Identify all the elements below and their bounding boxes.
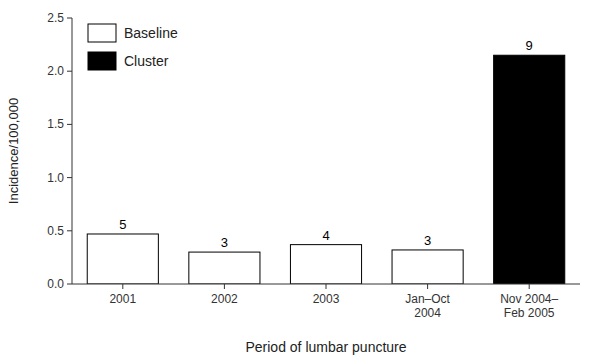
x-tick-label-line: Jan–Oct (405, 292, 450, 306)
y-tick-label: 1.5 (47, 117, 64, 131)
y-tick (67, 177, 72, 178)
y-tick (67, 124, 72, 125)
chart-container: 5 3 4 3 9 0.0 0.5 1.0 1.5 2.0 2.5 2001 2002 2003 Jan–O… (0, 0, 600, 362)
y-tick-label: 1.0 (47, 171, 64, 185)
case-count-label: 3 (424, 233, 431, 248)
y-tick (67, 284, 72, 285)
x-tick (427, 284, 428, 289)
legend-label: Cluster (124, 53, 169, 69)
bars (87, 55, 565, 284)
x-tick-label: Nov 2004–Feb 2005 (500, 292, 558, 320)
x-tick-label: 2001 (109, 292, 136, 306)
bar (494, 55, 565, 284)
case-count-label: 3 (221, 235, 228, 250)
y-tick (67, 71, 72, 72)
bar (189, 252, 260, 284)
x-tick-label-line: Nov 2004– (500, 292, 558, 306)
chart-svg: 5 3 4 3 9 0.0 0.5 1.0 1.5 2.0 2.5 2001 2002 2003 Jan–O… (0, 0, 600, 362)
legend-label: Baseline (124, 25, 178, 41)
x-tick-label: 2002 (211, 292, 238, 306)
y-tick-label: 0.5 (47, 224, 64, 238)
legend-swatch (88, 24, 116, 42)
y-tick (67, 18, 72, 19)
case-count-label: 5 (119, 217, 126, 232)
x-tick-label: 2003 (313, 292, 340, 306)
case-count-label: 4 (322, 228, 329, 243)
x-tick-label-line: 2004 (414, 306, 441, 320)
x-tick-label-line: 2001 (109, 292, 136, 306)
legend-swatch (88, 52, 116, 70)
y-tick-label: 2.0 (47, 64, 64, 78)
x-tick (224, 284, 225, 289)
x-tick-label-line: Feb 2005 (504, 306, 555, 320)
x-axis-label: Period of lumbar puncture (245, 339, 406, 355)
x-tick (122, 284, 123, 289)
x-tick (326, 284, 327, 289)
x-tick-label: Jan–Oct2004 (405, 292, 450, 320)
legend: Baseline Cluster (88, 24, 178, 70)
case-count-label: 9 (526, 38, 533, 53)
bar (290, 245, 361, 284)
y-axis-label: Incidence/100,000 (6, 98, 21, 204)
y-tick-label: 2.5 (47, 11, 64, 25)
x-tick (529, 284, 530, 289)
x-tick-label-line: 2002 (211, 292, 238, 306)
bar (87, 234, 158, 284)
bar (392, 250, 463, 284)
y-axis-line (72, 18, 73, 284)
y-tick (67, 230, 72, 231)
y-tick-label: 0.0 (47, 277, 64, 291)
x-tick-label-line: 2003 (313, 292, 340, 306)
bar-annotations: 5 3 4 3 9 (119, 38, 533, 250)
